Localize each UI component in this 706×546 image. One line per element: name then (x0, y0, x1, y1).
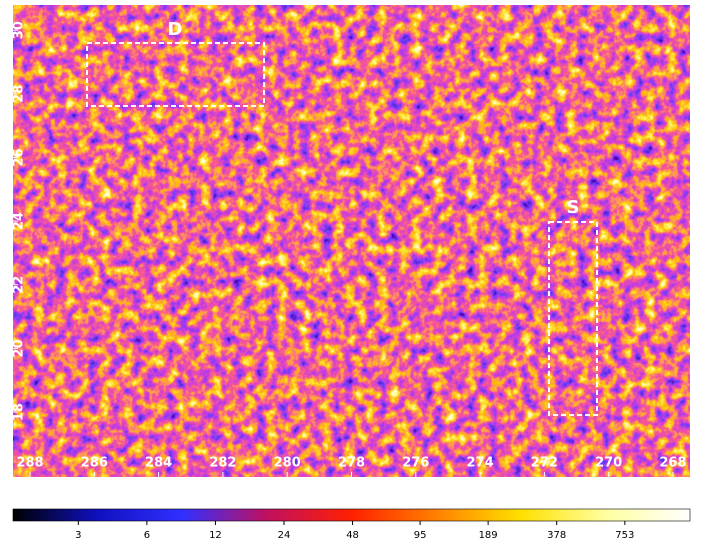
y-tick-label: 26 (12, 148, 27, 166)
x-tick-label: 282 (209, 456, 236, 471)
y-tick-label: 20 (12, 339, 27, 357)
x-tick-label: 274 (467, 456, 494, 471)
y-tick-label: 30 (12, 21, 27, 39)
x-tick-label: 268 (659, 456, 686, 471)
y-tick-label: 24 (12, 212, 27, 230)
colorbar-tick-label: 753 (615, 530, 634, 541)
x-tick-label: 276 (402, 456, 429, 471)
colorbar-tick-label: 3 (75, 530, 81, 541)
colorbar-tick-label: 6 (144, 530, 150, 541)
x-tick-label: 284 (145, 456, 172, 471)
region-label: S (567, 197, 580, 218)
colorbar-tick-label: 24 (278, 530, 291, 541)
colorbar-tick-label: 95 (414, 530, 427, 541)
y-tick-label: 18 (12, 403, 27, 421)
x-tick-label: 270 (595, 456, 622, 471)
y-tick-label: 28 (12, 85, 27, 103)
colorbar-tick-label: 378 (547, 530, 566, 541)
x-tick-label: 278 (338, 456, 365, 471)
map-image (13, 5, 690, 477)
region-label: D (168, 19, 183, 40)
colorbar-tick-label: 12 (209, 530, 222, 541)
figure: D S 288286284282280278276274272270268182… (0, 0, 706, 542)
colorbar-tick-label: 48 (346, 530, 359, 541)
x-tick-label: 286 (81, 456, 108, 471)
colorbar-tick-label: 189 (479, 530, 498, 541)
y-tick-label: 22 (12, 276, 27, 294)
colorbar (13, 509, 690, 521)
x-tick-label: 280 (274, 456, 301, 471)
x-tick-label: 288 (16, 456, 43, 471)
x-tick-label: 272 (531, 456, 558, 471)
